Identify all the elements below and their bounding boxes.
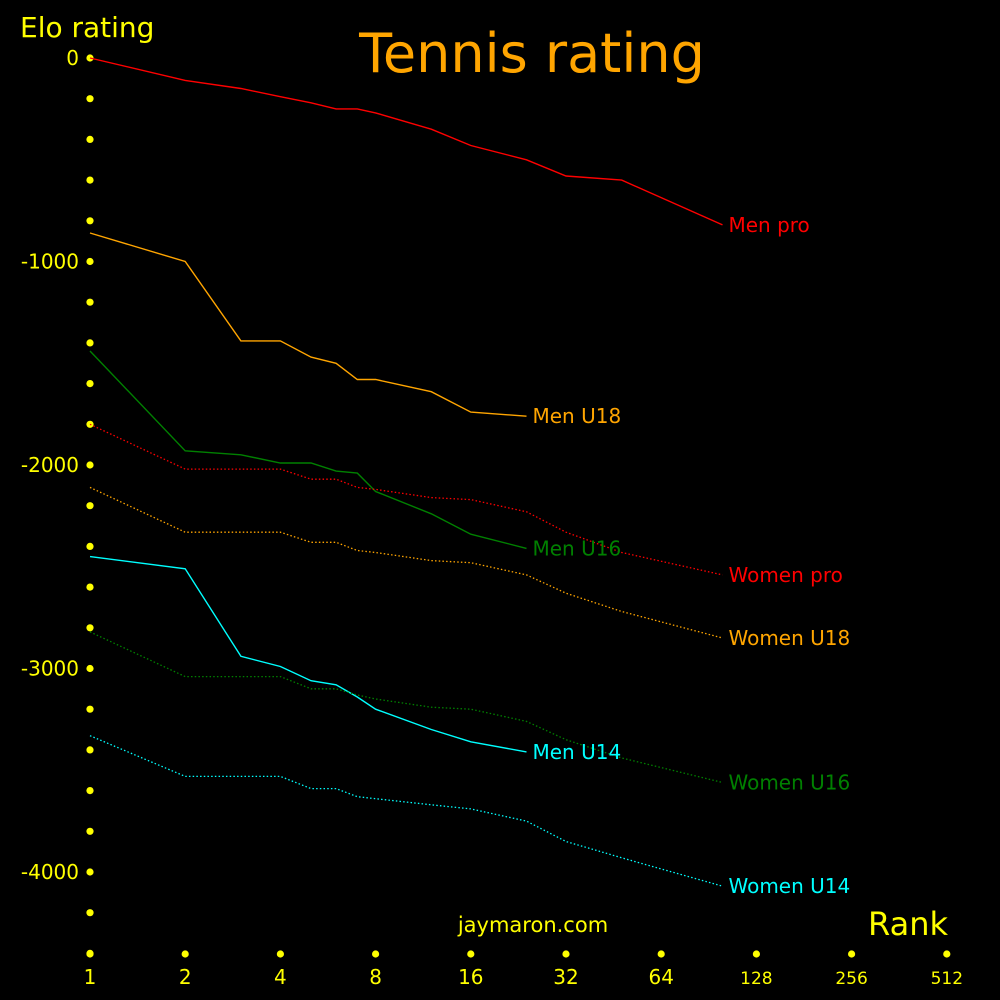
x-tick-label: 256 bbox=[835, 969, 867, 989]
series-line-men-pro bbox=[89, 57, 723, 226]
series-line-men-u16 bbox=[89, 350, 527, 550]
x-tick-dot bbox=[657, 950, 665, 958]
x-tick-dot bbox=[276, 950, 284, 958]
series-line-women-u16 bbox=[89, 631, 723, 784]
y-tick-dot bbox=[86, 664, 94, 673]
y-tick-dot bbox=[86, 746, 94, 754]
series-line-men-u14 bbox=[89, 555, 527, 753]
x-tick-dot bbox=[372, 950, 380, 958]
y-tick-dot bbox=[86, 298, 94, 306]
y-tick-label: 0 bbox=[66, 46, 79, 70]
series-label-women-u14: Women U14 bbox=[728, 874, 850, 898]
y-tick-dot bbox=[86, 583, 94, 591]
x-tick-dot bbox=[181, 950, 189, 958]
x-tick-dot bbox=[562, 950, 570, 958]
y-tick-dot bbox=[86, 624, 94, 632]
series-labels: Men pro Men U18 Men U16 Men U14 Women pro Wom… bbox=[532, 213, 850, 898]
x-tick-dot bbox=[848, 950, 856, 958]
y-tick-dot bbox=[86, 257, 94, 266]
x-tick-dot bbox=[467, 950, 475, 958]
x-axis-label: Rank bbox=[868, 905, 948, 943]
x-tick-dot bbox=[943, 950, 951, 958]
x-tick-label: 2 bbox=[179, 965, 192, 989]
y-tick-dot bbox=[86, 787, 94, 795]
series-label-men-u14: Men U14 bbox=[532, 740, 621, 764]
y-tick-dot bbox=[86, 542, 94, 551]
y-tick-dot bbox=[86, 380, 94, 388]
y-tick-dot bbox=[86, 909, 94, 917]
y-axis-label: Elo rating bbox=[20, 11, 154, 44]
series-label-women-pro: Women pro bbox=[728, 563, 842, 587]
y-tick-dot bbox=[86, 217, 94, 225]
series-line-women-u14 bbox=[89, 735, 723, 887]
series-line-women-pro bbox=[89, 423, 723, 576]
x-tick-dot bbox=[86, 950, 94, 958]
y-tick-dot bbox=[86, 339, 94, 347]
x-tick-label: 16 bbox=[458, 965, 483, 989]
x-tick-label: 512 bbox=[931, 969, 963, 989]
y-tick-dot bbox=[86, 705, 94, 713]
y-tick-dot bbox=[86, 502, 94, 510]
y-tick-dot bbox=[86, 868, 94, 876]
y-tick-label: -4000 bbox=[21, 860, 79, 884]
y-tick-dot bbox=[86, 95, 94, 103]
x-tick-label: 32 bbox=[553, 965, 578, 989]
y-tick-label: -1000 bbox=[21, 250, 79, 274]
series-lines bbox=[89, 57, 723, 887]
y-tick-dot bbox=[86, 461, 94, 469]
y-tick-dot bbox=[86, 176, 94, 184]
series-line-men-u18 bbox=[89, 232, 527, 417]
x-tick-label: 64 bbox=[648, 965, 673, 989]
y-axis-ticks: 0 -1000 -2000 -3000 -4000 bbox=[21, 46, 94, 958]
watermark: jaymaron.com bbox=[457, 913, 608, 937]
y-tick-dot bbox=[86, 135, 94, 143]
x-tick-label: 1 bbox=[84, 965, 97, 989]
x-tick-dot bbox=[752, 950, 761, 958]
series-label-men-u18: Men U18 bbox=[532, 404, 621, 428]
y-tick-label: -2000 bbox=[21, 453, 79, 477]
series-label-women-u18: Women U18 bbox=[728, 626, 850, 650]
series-label-men-u16: Men U16 bbox=[532, 536, 621, 560]
y-tick-label: -3000 bbox=[21, 657, 79, 681]
x-tick-label: 4 bbox=[274, 965, 287, 989]
x-axis-ticks: 1 2 4 8 16 32 64 128 256 512 bbox=[84, 950, 963, 989]
x-tick-label: 8 bbox=[369, 965, 382, 989]
series-label-men-pro: Men pro bbox=[728, 213, 809, 237]
chart-title: Tennis rating bbox=[358, 22, 705, 85]
series-label-women-u16: Women U16 bbox=[728, 770, 850, 794]
x-tick-label: 128 bbox=[740, 969, 772, 989]
series-line-women-u18 bbox=[89, 486, 723, 639]
y-tick-dot bbox=[86, 827, 94, 835]
